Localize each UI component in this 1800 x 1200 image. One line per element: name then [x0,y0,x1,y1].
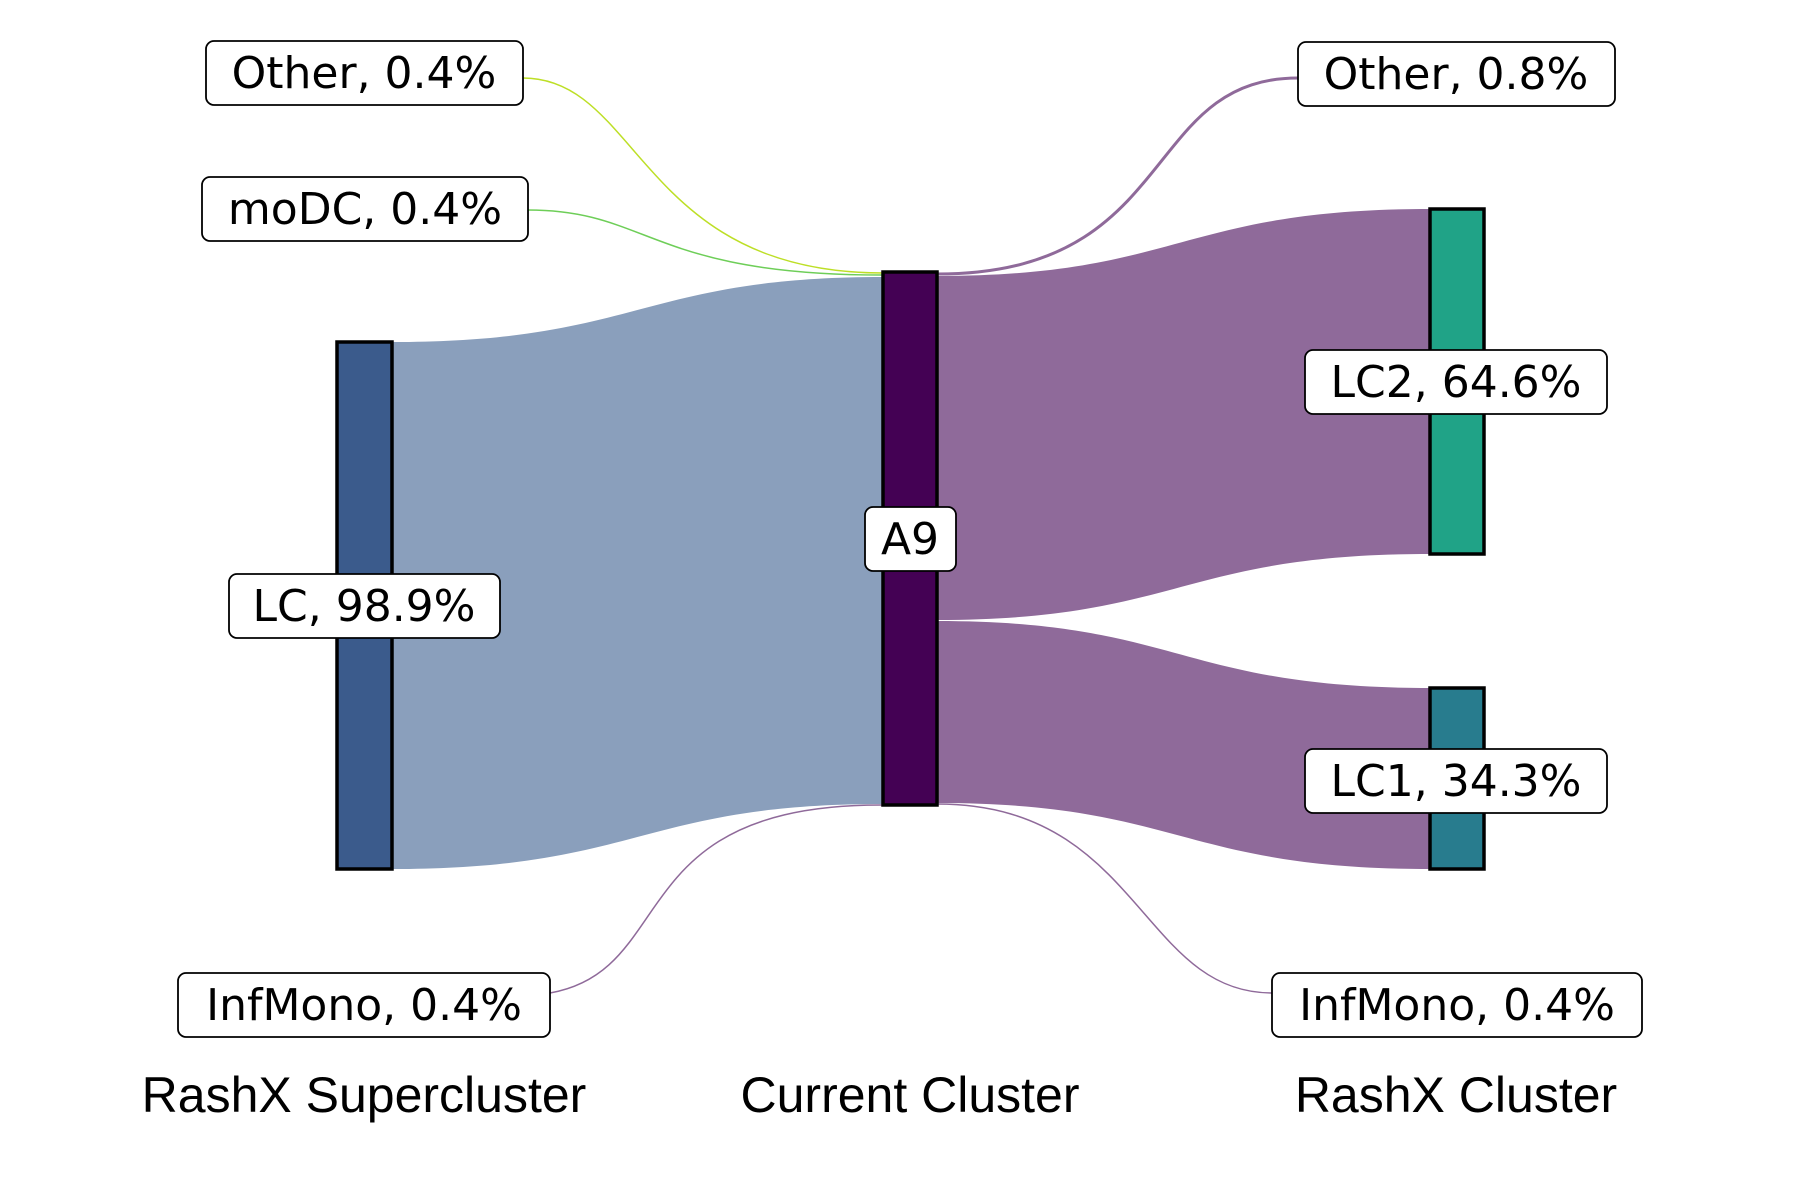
right-label-other-text: Other, 0.8% [1324,49,1589,100]
link-a9-to-infmono [936,803,1273,994]
label-box [864,506,957,572]
link-a9-to-other [936,76,1299,276]
link-infmono-to-a9 [549,804,884,994]
center-node-label: A9 [864,506,957,572]
left-node-labels: Other, 0.4% moDC, 0.4% LC, 98.9% InfMono… [177,40,551,1038]
right-label-lc1: LC1, 34.3% [1304,748,1608,814]
left-label-modc: moDC, 0.4% [201,176,529,242]
link-modc-to-a9 [527,209,884,276]
label-box [1304,349,1608,415]
label-box [1297,41,1616,107]
left-label-other-text: Other, 0.4% [232,48,497,99]
label-box [205,40,524,106]
right-label-infmono: InfMono, 0.4% [1271,972,1643,1038]
column-title-center: Current Cluster [741,1067,1080,1123]
label-box [1304,748,1608,814]
label-box [228,573,501,639]
column-title-left: RashX Supercluster [142,1067,587,1123]
left-label-infmono: InfMono, 0.4% [177,972,551,1038]
left-label-lc: LC, 98.9% [228,573,501,639]
left-label-lc-text: LC, 98.9% [253,581,476,632]
link-lc-to-a9 [392,277,883,869]
link-a9-to-lc2 [937,209,1430,620]
column-title-right: RashX Cluster [1295,1067,1617,1123]
right-label-infmono-text: InfMono, 0.4% [1299,980,1615,1031]
column-titles: RashX Supercluster Current Cluster RashX… [142,1067,1618,1123]
left-label-infmono-text: InfMono, 0.4% [206,980,522,1031]
left-label-modc-text: moDC, 0.4% [228,184,502,235]
link-other-to-a9 [522,77,884,274]
link-a9-to-lc1 [937,621,1430,869]
outflow-links [936,76,1430,994]
label-box [201,176,529,242]
right-label-lc2-text: LC2, 64.6% [1331,357,1582,408]
inflow-links [392,77,884,994]
right-label-other: Other, 0.8% [1297,41,1616,107]
right-label-lc2: LC2, 64.6% [1304,349,1608,415]
left-label-other: Other, 0.4% [205,40,524,106]
right-node-labels: Other, 0.8% LC2, 64.6% LC1, 34.3% InfMon… [1271,41,1643,1038]
center-label-a9-text: A9 [881,514,939,565]
label-box [1271,972,1643,1038]
label-box [177,972,551,1038]
right-label-lc1-text: LC1, 34.3% [1331,756,1582,807]
